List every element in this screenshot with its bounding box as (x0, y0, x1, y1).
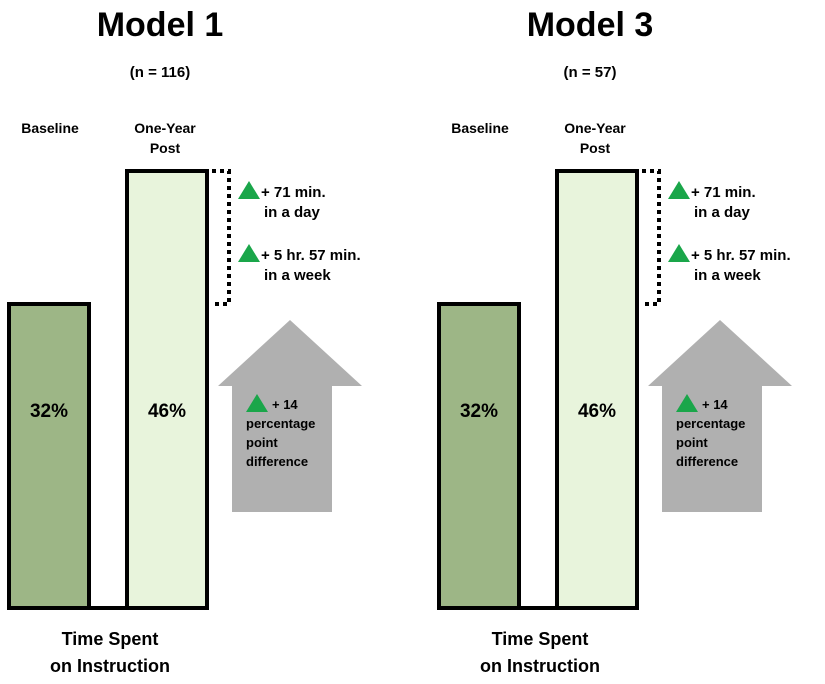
difference-bracket (212, 169, 231, 306)
difference-bracket (642, 169, 661, 306)
annotation-week-value: + 5 hr. 57 min. (261, 247, 361, 264)
annotation-week-value: + 5 hr. 57 min. (691, 247, 791, 264)
annotation-week: + 5 hr. 57 min. in a week (668, 244, 791, 286)
bar-baseline (437, 302, 521, 610)
annotation-difference-value: + 14 (702, 397, 728, 412)
bar-value-label-baseline: 32% (30, 401, 68, 422)
category-label-post: One-Year Post (540, 118, 650, 158)
annotation-difference-line2: point (246, 435, 278, 450)
category-label-post-line2: Post (579, 140, 611, 156)
category-label-post: One-Year Post (110, 118, 220, 158)
annotation-difference-line2: point (676, 435, 708, 450)
category-label-baseline: Baseline (430, 118, 530, 138)
annotation-week-unit: in a week (694, 267, 761, 284)
up-triangle-icon (676, 394, 698, 412)
category-label-post-line2: Post (149, 140, 181, 156)
category-label-baseline-text: Baseline (21, 120, 79, 136)
annotation-difference-value: + 14 (272, 397, 298, 412)
sample-size-label: (n = 57) (563, 64, 617, 81)
chart-panel-model-1: 32% 46% Model 1 (n = 116) Baseline One-Ye… (0, 0, 412, 684)
bar-one-year-post (555, 169, 639, 610)
x-axis-label-line2: on Instruction (480, 656, 600, 676)
chart-title: Model 3 (526, 6, 654, 44)
x-axis-label: Time Spent on Instruction (430, 626, 650, 680)
annotation-difference: + 14 percentage point difference (676, 394, 776, 471)
difference-arrow-shape (218, 320, 362, 512)
annotation-week: + 5 hr. 57 min. in a week (238, 244, 361, 286)
x-axis-label: Time Spent on Instruction (0, 626, 220, 680)
annotation-day-value: + 71 min. (261, 184, 326, 201)
up-triangle-icon (668, 181, 690, 199)
annotation-week-unit: in a week (264, 267, 331, 284)
annotation-day: + 71 min. in a day (238, 181, 326, 223)
sample-size-label: (n = 116) (129, 64, 191, 81)
chart-title: Model 1 (96, 6, 224, 44)
up-triangle-icon (238, 181, 260, 199)
bar-baseline (7, 302, 91, 610)
chart-svg-model-1: 32% 46% (7, 169, 362, 610)
chart-panel-model-3: 32% 46% Model 3 (n = 57) Baseline One-Yea… (430, 0, 825, 684)
annotation-day-unit: in a day (264, 204, 320, 221)
annotation-day-value: + 71 min. (691, 184, 756, 201)
bar-value-label-post: 46% (578, 401, 616, 422)
bar-value-label-post: 46% (148, 401, 186, 422)
category-label-post-line1: One-Year (564, 120, 626, 136)
category-label-post-line1: One-Year (134, 120, 196, 136)
annotation-difference-line1: percentage (676, 416, 746, 431)
difference-arrow-shape (648, 320, 792, 512)
annotation-day: + 71 min. in a day (668, 181, 756, 223)
bar-value-label-baseline: 32% (460, 401, 498, 422)
annotation-difference-line3: difference (246, 454, 309, 469)
up-triangle-icon (246, 394, 268, 412)
category-label-baseline: Baseline (0, 118, 100, 138)
annotation-day-unit: in a day (694, 204, 750, 221)
x-axis-label-line1: Time Spent (491, 629, 589, 649)
annotation-difference-line1: percentage (246, 416, 316, 431)
x-axis-label-line1: Time Spent (61, 629, 159, 649)
x-axis-label-line2: on Instruction (50, 656, 170, 676)
up-triangle-icon (668, 244, 690, 262)
chart-svg-model-3: 32% 46% (437, 169, 792, 610)
up-triangle-icon (238, 244, 260, 262)
annotation-difference: + 14 percentage point difference (246, 394, 346, 471)
category-label-baseline-text: Baseline (451, 120, 509, 136)
annotation-difference-line3: difference (676, 454, 739, 469)
bar-one-year-post (125, 169, 209, 610)
